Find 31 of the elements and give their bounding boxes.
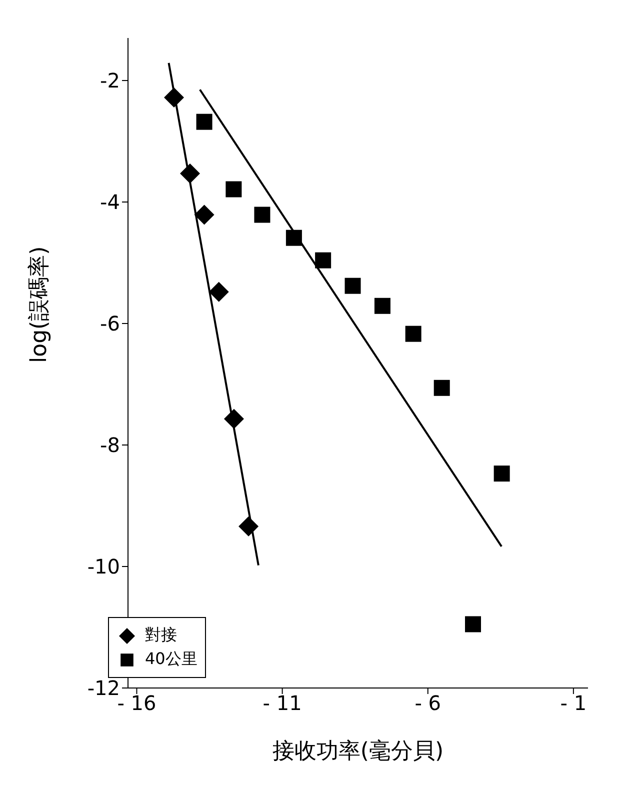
point [208, 282, 229, 302]
y-tick-label: -4 [100, 190, 120, 214]
x-tick-label: - 1 [560, 691, 587, 716]
y-tick-label: -10 [87, 554, 120, 579]
point [224, 408, 244, 429]
point [238, 516, 259, 536]
point [434, 380, 450, 396]
point [194, 204, 214, 225]
point [374, 298, 390, 314]
point [315, 252, 332, 268]
point [226, 181, 242, 198]
point [180, 163, 200, 184]
x-tick-label: - 11 [262, 691, 302, 716]
point [405, 326, 422, 342]
y-tick-label: -8 [100, 433, 120, 458]
x-tick-label: - 6 [414, 691, 442, 716]
x-tick-label: - 16 [117, 691, 156, 716]
y-tick-label: -6 [100, 312, 120, 336]
point [494, 466, 510, 482]
legend-label: 40公里 [145, 649, 198, 670]
point [254, 206, 270, 223]
point [344, 278, 361, 294]
y-tick-label: -12 [87, 676, 120, 700]
y-axis-title: log(誤碼率) [26, 246, 52, 363]
point [465, 616, 481, 632]
legend-label: 對接 [145, 625, 177, 646]
point [196, 114, 212, 130]
x-axis-title: 接收功率(毫分貝) [272, 739, 444, 764]
point [164, 88, 184, 108]
y-tick-label: -2 [100, 68, 120, 93]
point [286, 230, 302, 246]
